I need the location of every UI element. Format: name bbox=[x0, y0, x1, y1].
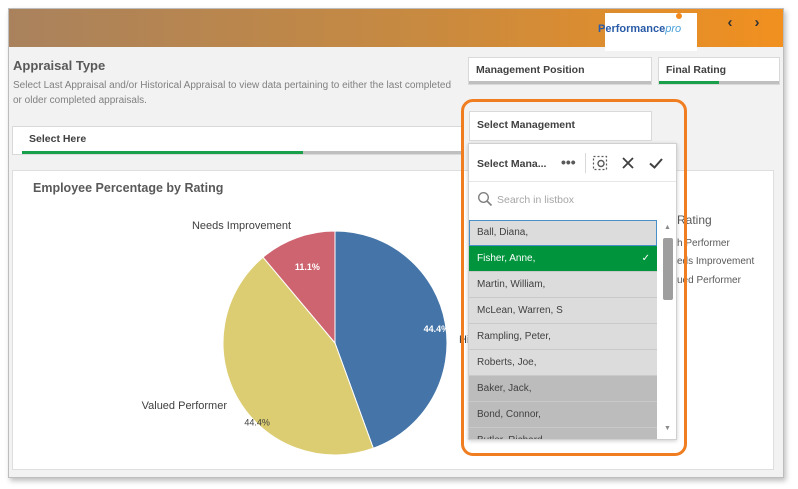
list-item-label: Bond, Connor, bbox=[477, 409, 541, 420]
list-item-label: Butler, Richard, bbox=[477, 435, 545, 439]
next-sheet-button[interactable]: › bbox=[754, 14, 760, 31]
final-rating-filter[interactable]: Final Rating bbox=[658, 57, 780, 85]
more-options-icon[interactable]: ••• bbox=[561, 154, 576, 170]
select-here-filter-edge bbox=[12, 126, 22, 155]
list-item-label: Martin, William, bbox=[477, 279, 546, 290]
select-here-progress-fill bbox=[22, 151, 303, 154]
list-item[interactable]: Butler, Richard, bbox=[469, 428, 657, 439]
listbox-scrollbar[interactable]: ▲ ▼ bbox=[659, 220, 676, 438]
final-rating-label: Final Rating bbox=[666, 64, 727, 76]
management-listbox-popover: Select Mana... ••• Ball, Diana, Fisher, A… bbox=[468, 143, 677, 440]
scroll-up-icon[interactable]: ▲ bbox=[664, 224, 671, 231]
list-item-label: Fisher, Anne, bbox=[477, 253, 536, 264]
confirm-selection-icon[interactable] bbox=[647, 154, 665, 172]
legend-item[interactable]: ued Performer bbox=[677, 274, 741, 286]
list-item[interactable]: Fisher, Anne, ✓ bbox=[469, 246, 657, 272]
logo-sub-text: pro bbox=[665, 23, 682, 35]
select-here-label: Select Here bbox=[29, 133, 87, 145]
list-item-label: Ball, Diana, bbox=[477, 227, 529, 238]
list-item[interactable]: Baker, Jack, bbox=[469, 376, 657, 402]
appraisal-type-title: Appraisal Type bbox=[13, 58, 106, 73]
list-item-label: Rampling, Peter, bbox=[477, 331, 551, 342]
callout-highlight-frame bbox=[461, 99, 687, 456]
legend-item[interactable]: eds Improvement bbox=[677, 256, 755, 267]
list-item-label: Roberts, Joe, bbox=[477, 357, 537, 368]
list-item[interactable]: Roberts, Joe, bbox=[469, 350, 657, 376]
appraisal-type-description: Select Last Appraisal and/or Historical … bbox=[13, 80, 452, 106]
list-item[interactable]: Ball, Diana, bbox=[469, 220, 657, 246]
selection-tool-icon[interactable] bbox=[591, 154, 609, 172]
previous-sheet-button[interactable]: ‹ bbox=[727, 14, 733, 31]
legend-title: Rating bbox=[677, 213, 712, 227]
listbox-search bbox=[469, 182, 676, 218]
pie-category-label: Valued Performer bbox=[142, 400, 228, 412]
final-rating-progress bbox=[659, 81, 779, 84]
pie-category-label: Hi bbox=[459, 334, 469, 346]
chart-legend: Rating h Performer eds Improvement ued P… bbox=[677, 211, 754, 290]
logo-main-text: Performance bbox=[598, 23, 666, 35]
toolbar-divider bbox=[585, 153, 586, 173]
cancel-selection-icon[interactable] bbox=[619, 154, 637, 172]
final-rating-progress-fill bbox=[659, 81, 719, 84]
pie-slice[interactable] bbox=[222, 256, 374, 456]
list-item[interactable]: Bond, Connor, bbox=[469, 402, 657, 428]
list-item[interactable]: Martin, William, bbox=[469, 272, 657, 298]
appraisal-type-section: Appraisal Type Select Last Appraisal and… bbox=[13, 58, 453, 108]
select-here-filter[interactable]: Select Here bbox=[22, 126, 462, 155]
management-position-filter[interactable]: Management Position bbox=[468, 57, 652, 85]
search-input[interactable] bbox=[497, 191, 667, 209]
logo-background bbox=[605, 13, 697, 51]
management-position-label: Management Position bbox=[476, 64, 585, 76]
listbox-title: Select Mana... bbox=[477, 158, 547, 170]
performancepro-logo: Performancepro bbox=[598, 23, 681, 35]
list-item-label: McLean, Warren, S bbox=[477, 305, 563, 316]
pie-slice[interactable] bbox=[334, 230, 448, 449]
check-icon: ✓ bbox=[641, 253, 650, 264]
pie-value-label: 44.4% bbox=[424, 324, 450, 334]
list-item-label: Baker, Jack, bbox=[477, 383, 532, 394]
management-list: Ball, Diana, Fisher, Anne, ✓ Martin, Willia… bbox=[469, 220, 657, 439]
pie-category-label: Needs Improvement bbox=[192, 220, 291, 232]
scroll-thumb[interactable] bbox=[663, 238, 673, 300]
logo-dot-icon bbox=[676, 13, 682, 19]
listbox-toolbar: Select Mana... ••• bbox=[469, 144, 676, 182]
chart-title: Employee Percentage by Rating bbox=[33, 181, 224, 195]
list-item[interactable]: Rampling, Peter, bbox=[469, 324, 657, 350]
list-item[interactable]: McLean, Warren, S bbox=[469, 298, 657, 324]
pie-slice[interactable] bbox=[262, 230, 336, 345]
pie-value-label: 44.4% bbox=[244, 417, 270, 427]
select-here-progress bbox=[22, 151, 461, 154]
search-icon bbox=[477, 191, 493, 207]
scroll-down-icon[interactable]: ▼ bbox=[664, 425, 671, 432]
pie-chart: 44.4% Hi 44.4% Valued Performer 11.1% Needs I… bbox=[142, 220, 469, 456]
management-position-progress bbox=[469, 81, 651, 84]
pie-value-label: 11.1% bbox=[295, 262, 320, 272]
legend-item[interactable]: h Performer bbox=[677, 237, 730, 249]
select-management-label: Select Management bbox=[477, 119, 576, 131]
select-management-filter[interactable]: Select Management bbox=[469, 111, 652, 141]
